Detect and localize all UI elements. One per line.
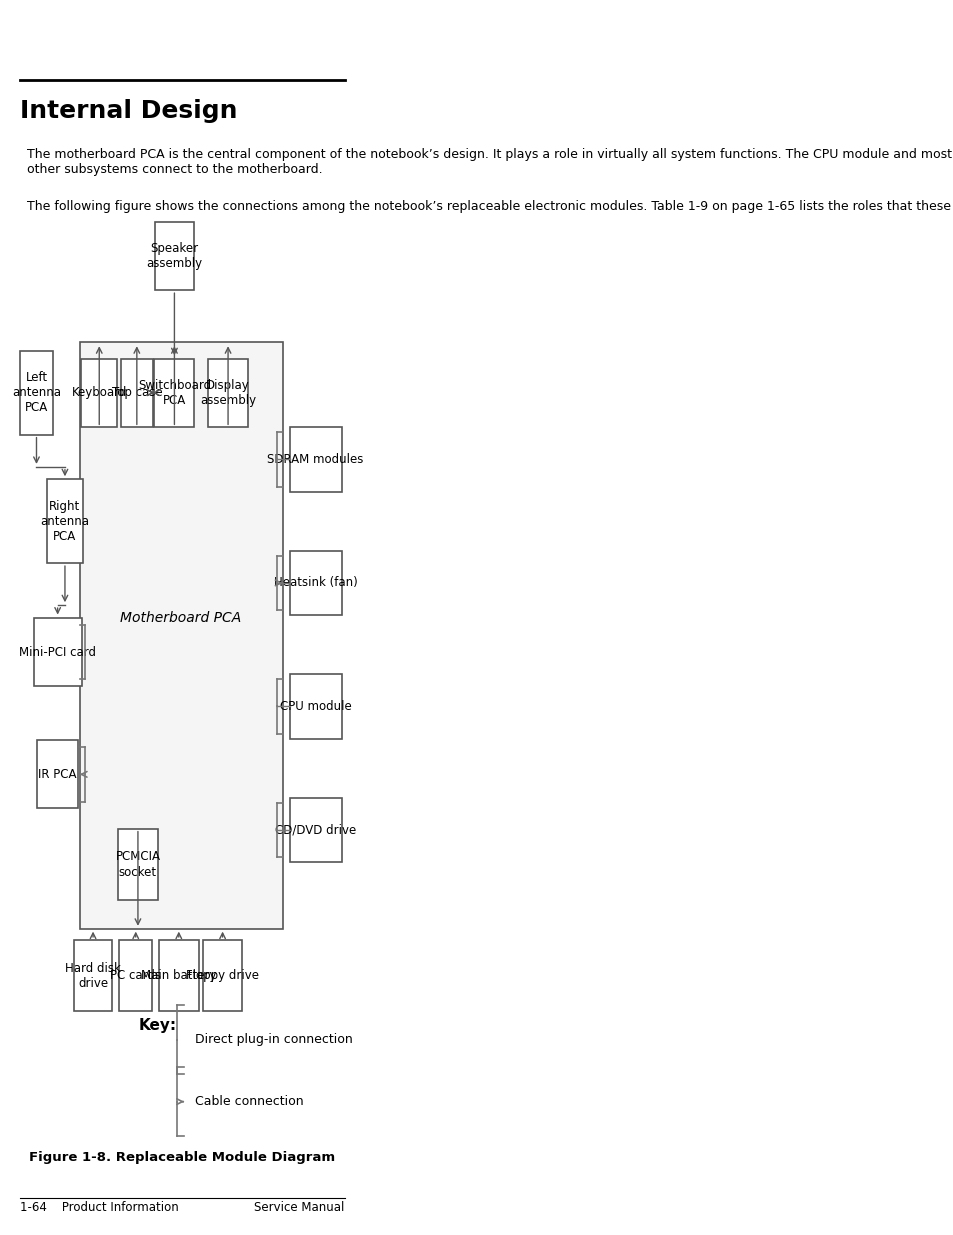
Text: Hard disk
drive: Hard disk drive <box>65 962 121 989</box>
Text: Right
antenna
PCA: Right antenna PCA <box>40 500 90 542</box>
Bar <box>290 427 341 492</box>
Bar <box>79 342 282 929</box>
Text: The following figure shows the connections among the notebook’s replaceable elec: The following figure shows the connectio… <box>28 200 953 214</box>
Text: Heatsink (fan): Heatsink (fan) <box>274 577 357 589</box>
Text: Figure 1-8. Replaceable Module Diagram: Figure 1-8. Replaceable Module Diagram <box>30 1151 335 1163</box>
Bar <box>208 358 248 426</box>
Text: CPU module: CPU module <box>279 700 351 713</box>
Text: CD/DVD drive: CD/DVD drive <box>274 824 355 836</box>
Bar <box>154 358 194 426</box>
Bar <box>290 551 341 615</box>
Text: Mini-PCI card: Mini-PCI card <box>19 646 96 658</box>
Text: Cable connection: Cable connection <box>195 1095 303 1108</box>
Text: PC cards: PC cards <box>111 969 161 982</box>
Text: SDRAM modules: SDRAM modules <box>267 453 363 466</box>
Bar <box>81 358 117 426</box>
Text: Switchboard
PCA: Switchboard PCA <box>138 379 211 406</box>
Bar <box>159 940 198 1011</box>
Text: Left
antenna
PCA: Left antenna PCA <box>12 372 61 414</box>
Text: Internal Design: Internal Design <box>20 99 237 122</box>
Text: Top case: Top case <box>112 387 162 399</box>
Text: Speaker
assembly: Speaker assembly <box>146 242 202 269</box>
Text: Key:: Key: <box>138 1018 176 1032</box>
Text: 1-64    Product Information: 1-64 Product Information <box>20 1202 178 1214</box>
Text: Keyboard: Keyboard <box>71 387 127 399</box>
Bar <box>121 358 152 426</box>
Text: PCMCIA
socket: PCMCIA socket <box>115 851 160 878</box>
Text: Floppy drive: Floppy drive <box>186 969 259 982</box>
Text: Display
assembly: Display assembly <box>200 379 255 406</box>
Text: Direct plug-in connection: Direct plug-in connection <box>195 1034 353 1046</box>
Bar <box>20 351 52 435</box>
Bar <box>290 798 341 862</box>
Bar <box>37 741 78 809</box>
Text: Main battery: Main battery <box>141 969 216 982</box>
Bar <box>33 619 82 687</box>
Bar <box>203 940 242 1011</box>
Bar <box>290 674 341 739</box>
Bar <box>118 829 157 900</box>
Text: Service Manual: Service Manual <box>254 1202 344 1214</box>
Text: IR PCA: IR PCA <box>38 768 77 781</box>
Text: Motherboard PCA: Motherboard PCA <box>120 610 241 625</box>
Bar <box>74 940 112 1011</box>
Bar <box>155 222 193 290</box>
Text: The motherboard PCA is the central component of the notebook’s design. It plays : The motherboard PCA is the central compo… <box>28 148 951 177</box>
Bar <box>47 479 83 563</box>
Bar <box>119 940 152 1011</box>
